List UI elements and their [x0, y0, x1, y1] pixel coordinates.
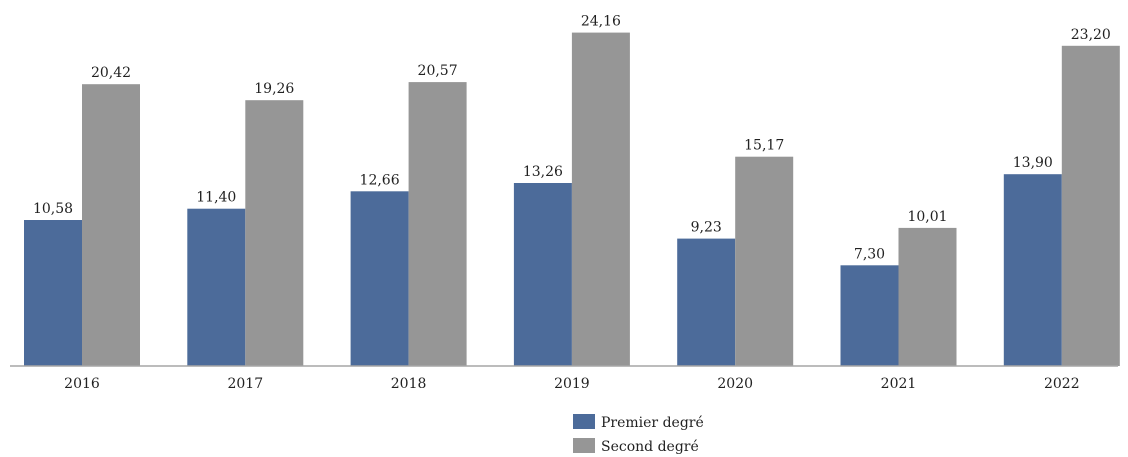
bar-premier-2020: [677, 238, 736, 366]
bar-premier-2022: [1003, 174, 1062, 366]
bar-second-2021: [898, 227, 957, 366]
bar-premier-2018: [350, 191, 409, 366]
bar-second-2016: [82, 84, 140, 366]
x-tick-label-2016: 2016: [64, 376, 100, 392]
data-label-premier-2016: 10,58: [33, 201, 73, 217]
bar-second-2020: [735, 156, 794, 366]
data-label-second-2019: 24,16: [581, 14, 621, 30]
bar-second-2022: [1061, 45, 1120, 367]
data-label-premier-2021: 7,30: [854, 246, 885, 262]
data-label-second-2020: 15,17: [744, 138, 784, 154]
legend-swatch-second: [573, 438, 595, 453]
legend: Premier degré Second degré: [573, 414, 704, 455]
data-label-premier-2022: 13,90: [1013, 155, 1053, 171]
x-tick-label-2020: 2020: [717, 376, 753, 392]
bar-premier-2016: [24, 220, 82, 366]
bars-group: [24, 32, 1120, 367]
data-label-second-2017: 19,26: [254, 81, 294, 97]
x-tick-labels-group: 2016 2017 2018 2019 2020 2021 2022: [64, 376, 1079, 392]
data-label-second-2022: 23,20: [1071, 27, 1111, 43]
data-label-second-2018: 20,57: [418, 63, 458, 79]
bar-premier-2019: [513, 183, 572, 366]
legend-swatch-premier: [573, 414, 595, 429]
bar-second-2017: [245, 100, 304, 366]
data-label-premier-2019: 13,26: [523, 164, 563, 180]
x-tick-label-2018: 2018: [391, 376, 427, 392]
bar-second-2019: [571, 32, 630, 366]
bar-second-2018: [408, 82, 467, 366]
legend-label-premier: Premier degré: [601, 415, 704, 431]
x-tick-label-2022: 2022: [1044, 376, 1080, 392]
bar-premier-2017: [187, 208, 246, 366]
x-tick-label-2017: 2017: [227, 376, 263, 392]
x-tick-label-2021: 2021: [881, 376, 917, 392]
legend-label-second: Second degré: [601, 439, 699, 455]
bar-premier-2021: [840, 265, 899, 366]
data-label-second-2021: 10,01: [907, 209, 947, 225]
value-labels-group: 10,58 20,42 11,40 19,26 12,66 20,57 13,26 24,16…: [33, 14, 1111, 263]
data-label-premier-2020: 9,23: [691, 220, 722, 236]
x-tick-label-2019: 2019: [554, 376, 590, 392]
data-label-premier-2018: 12,66: [360, 172, 400, 188]
data-label-second-2016: 20,42: [91, 65, 131, 81]
data-label-premier-2017: 11,40: [196, 190, 236, 206]
